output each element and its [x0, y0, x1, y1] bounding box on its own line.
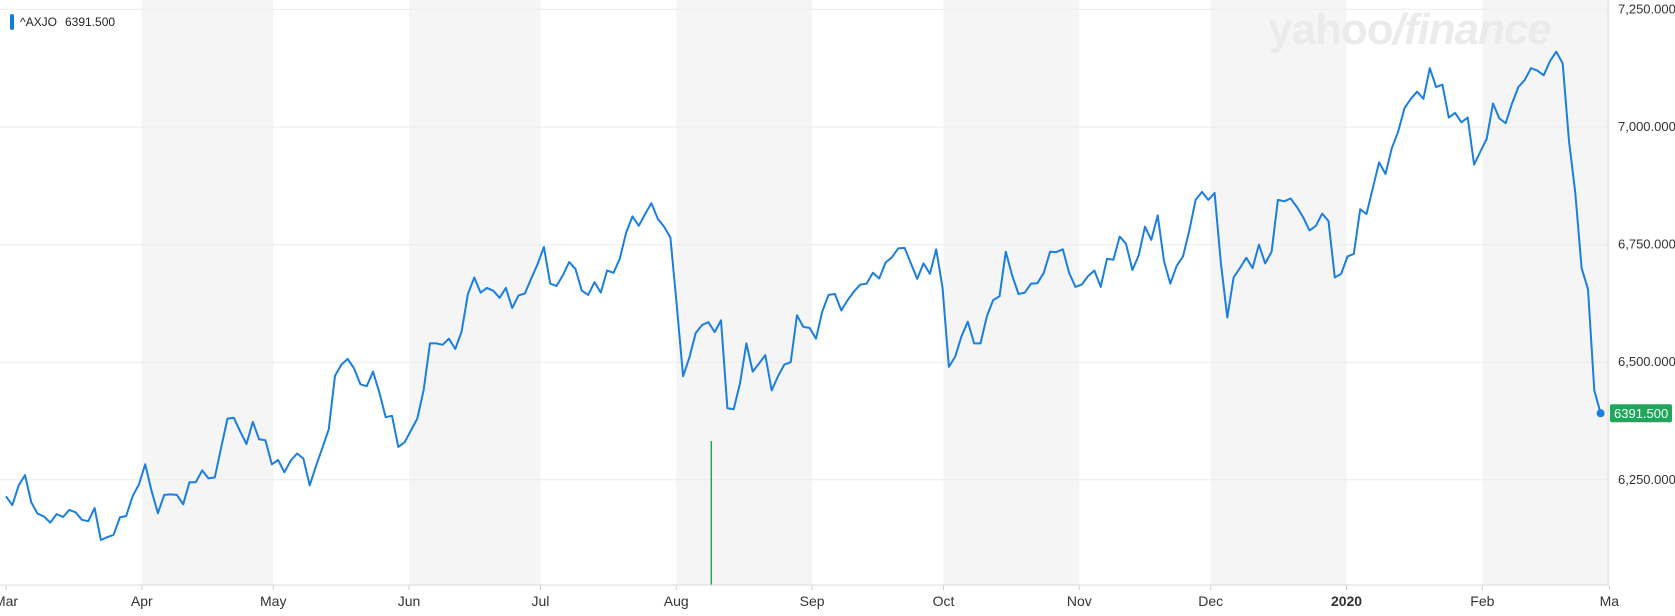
x-tick-label: May [260, 593, 286, 609]
x-tick-label: Apr [131, 593, 153, 609]
brand-part-yahoo: yahoo [1268, 5, 1394, 54]
legend-symbol: ^AXJO [20, 15, 57, 29]
yahoo-finance-watermark: yahoo/finance [1268, 5, 1552, 54]
x-tick-label: Ma [1600, 593, 1620, 609]
brand-part-finance: finance [1403, 5, 1552, 54]
x-tick-label: Feb [1470, 593, 1494, 609]
x-tick-label: Mar [0, 593, 18, 609]
month-band [409, 0, 541, 585]
month-band [141, 0, 274, 585]
last-value-badge [1610, 404, 1672, 423]
brand-part-slash: / [1392, 5, 1405, 54]
y-tick-label: 6,750.000 [1618, 237, 1675, 252]
x-tick-label: Nov [1067, 593, 1092, 609]
x-tick-label: Sep [800, 593, 825, 609]
x-tick-label: Jun [398, 593, 421, 609]
month-band [676, 0, 813, 585]
legend-value: 6391.500 [64, 15, 116, 29]
y-tick-label: 7,250.000 [1618, 1, 1675, 16]
x-tick-label: 2020 [1331, 593, 1362, 609]
y-tick-label: 6,250.000 [1618, 472, 1675, 487]
y-tick-label: 7,000.000 [1618, 119, 1675, 134]
grid-lines [0, 8, 1608, 481]
legend-swatch [10, 14, 14, 30]
month-band [1482, 0, 1610, 585]
month-bands [141, 0, 1610, 585]
price-line [5, 50, 1602, 541]
price-series [5, 50, 1602, 541]
last-value-marker: 6391.500 [1596, 404, 1672, 423]
month-band [943, 0, 1080, 585]
last-value-label: 6391.500 [1614, 406, 1668, 421]
x-tick-label: Dec [1198, 593, 1223, 609]
series-legend[interactable]: ^AXJO 6391.500 [10, 14, 115, 30]
x-tick-label: Oct [933, 593, 955, 609]
y-axis: 7,250.000 7,000.000 6,750.000 6,500.000 6,25… [0, 0, 1675, 586]
x-tick-label: Jul [532, 593, 550, 609]
last-value-dot [1596, 409, 1605, 418]
x-tick-label: Aug [664, 593, 689, 609]
y-tick-label: 6,500.000 [1618, 354, 1675, 369]
x-axis: Mar Apr May Jun Jul Aug Sep Oct Nov Dec 2020 Feb Ma [0, 585, 1619, 609]
month-band [1210, 0, 1347, 585]
